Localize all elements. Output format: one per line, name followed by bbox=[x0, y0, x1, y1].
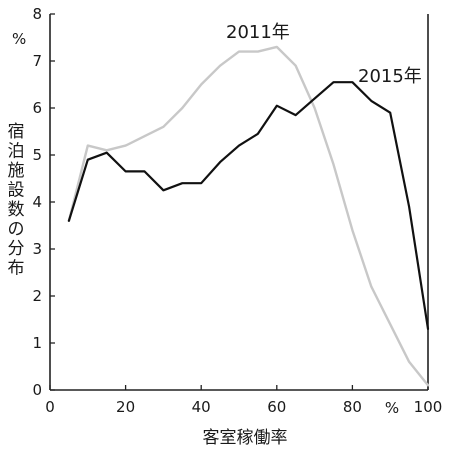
series-lines bbox=[67, 45, 430, 387]
series-label-2015: 2015年 bbox=[358, 66, 422, 87]
series-line-2015 bbox=[67, 81, 430, 330]
y-tick-label: 1 bbox=[32, 334, 42, 352]
y-tick-label: 4 bbox=[32, 193, 42, 211]
x-tick-label: 80 bbox=[343, 398, 362, 416]
y-tick-label: 3 bbox=[32, 240, 42, 258]
y-axis-unit-label: % bbox=[12, 30, 26, 48]
x-tick-label: 0 bbox=[45, 398, 55, 416]
y-tick-label: 8 bbox=[32, 5, 42, 23]
y-tick-label: 2 bbox=[32, 287, 42, 305]
x-tick-label: 100 bbox=[414, 398, 443, 416]
y-axis-title: 宿泊施設数の分布 bbox=[8, 122, 25, 279]
y-tick-label: 0 bbox=[32, 381, 42, 399]
x-tick-label: 20 bbox=[116, 398, 135, 416]
x-axis-title: 客室稼働率 bbox=[203, 428, 288, 448]
x-tick-label: 40 bbox=[192, 398, 211, 416]
x-tick-label: 60 bbox=[267, 398, 286, 416]
y-tick-label: 5 bbox=[32, 146, 42, 164]
series-line-2011 bbox=[67, 45, 430, 387]
y-tick-label: 7 bbox=[32, 52, 42, 70]
series-label-2011: 2011年 bbox=[226, 22, 290, 43]
x-axis-unit-label: % bbox=[385, 399, 399, 417]
y-tick-label: 6 bbox=[32, 99, 42, 117]
